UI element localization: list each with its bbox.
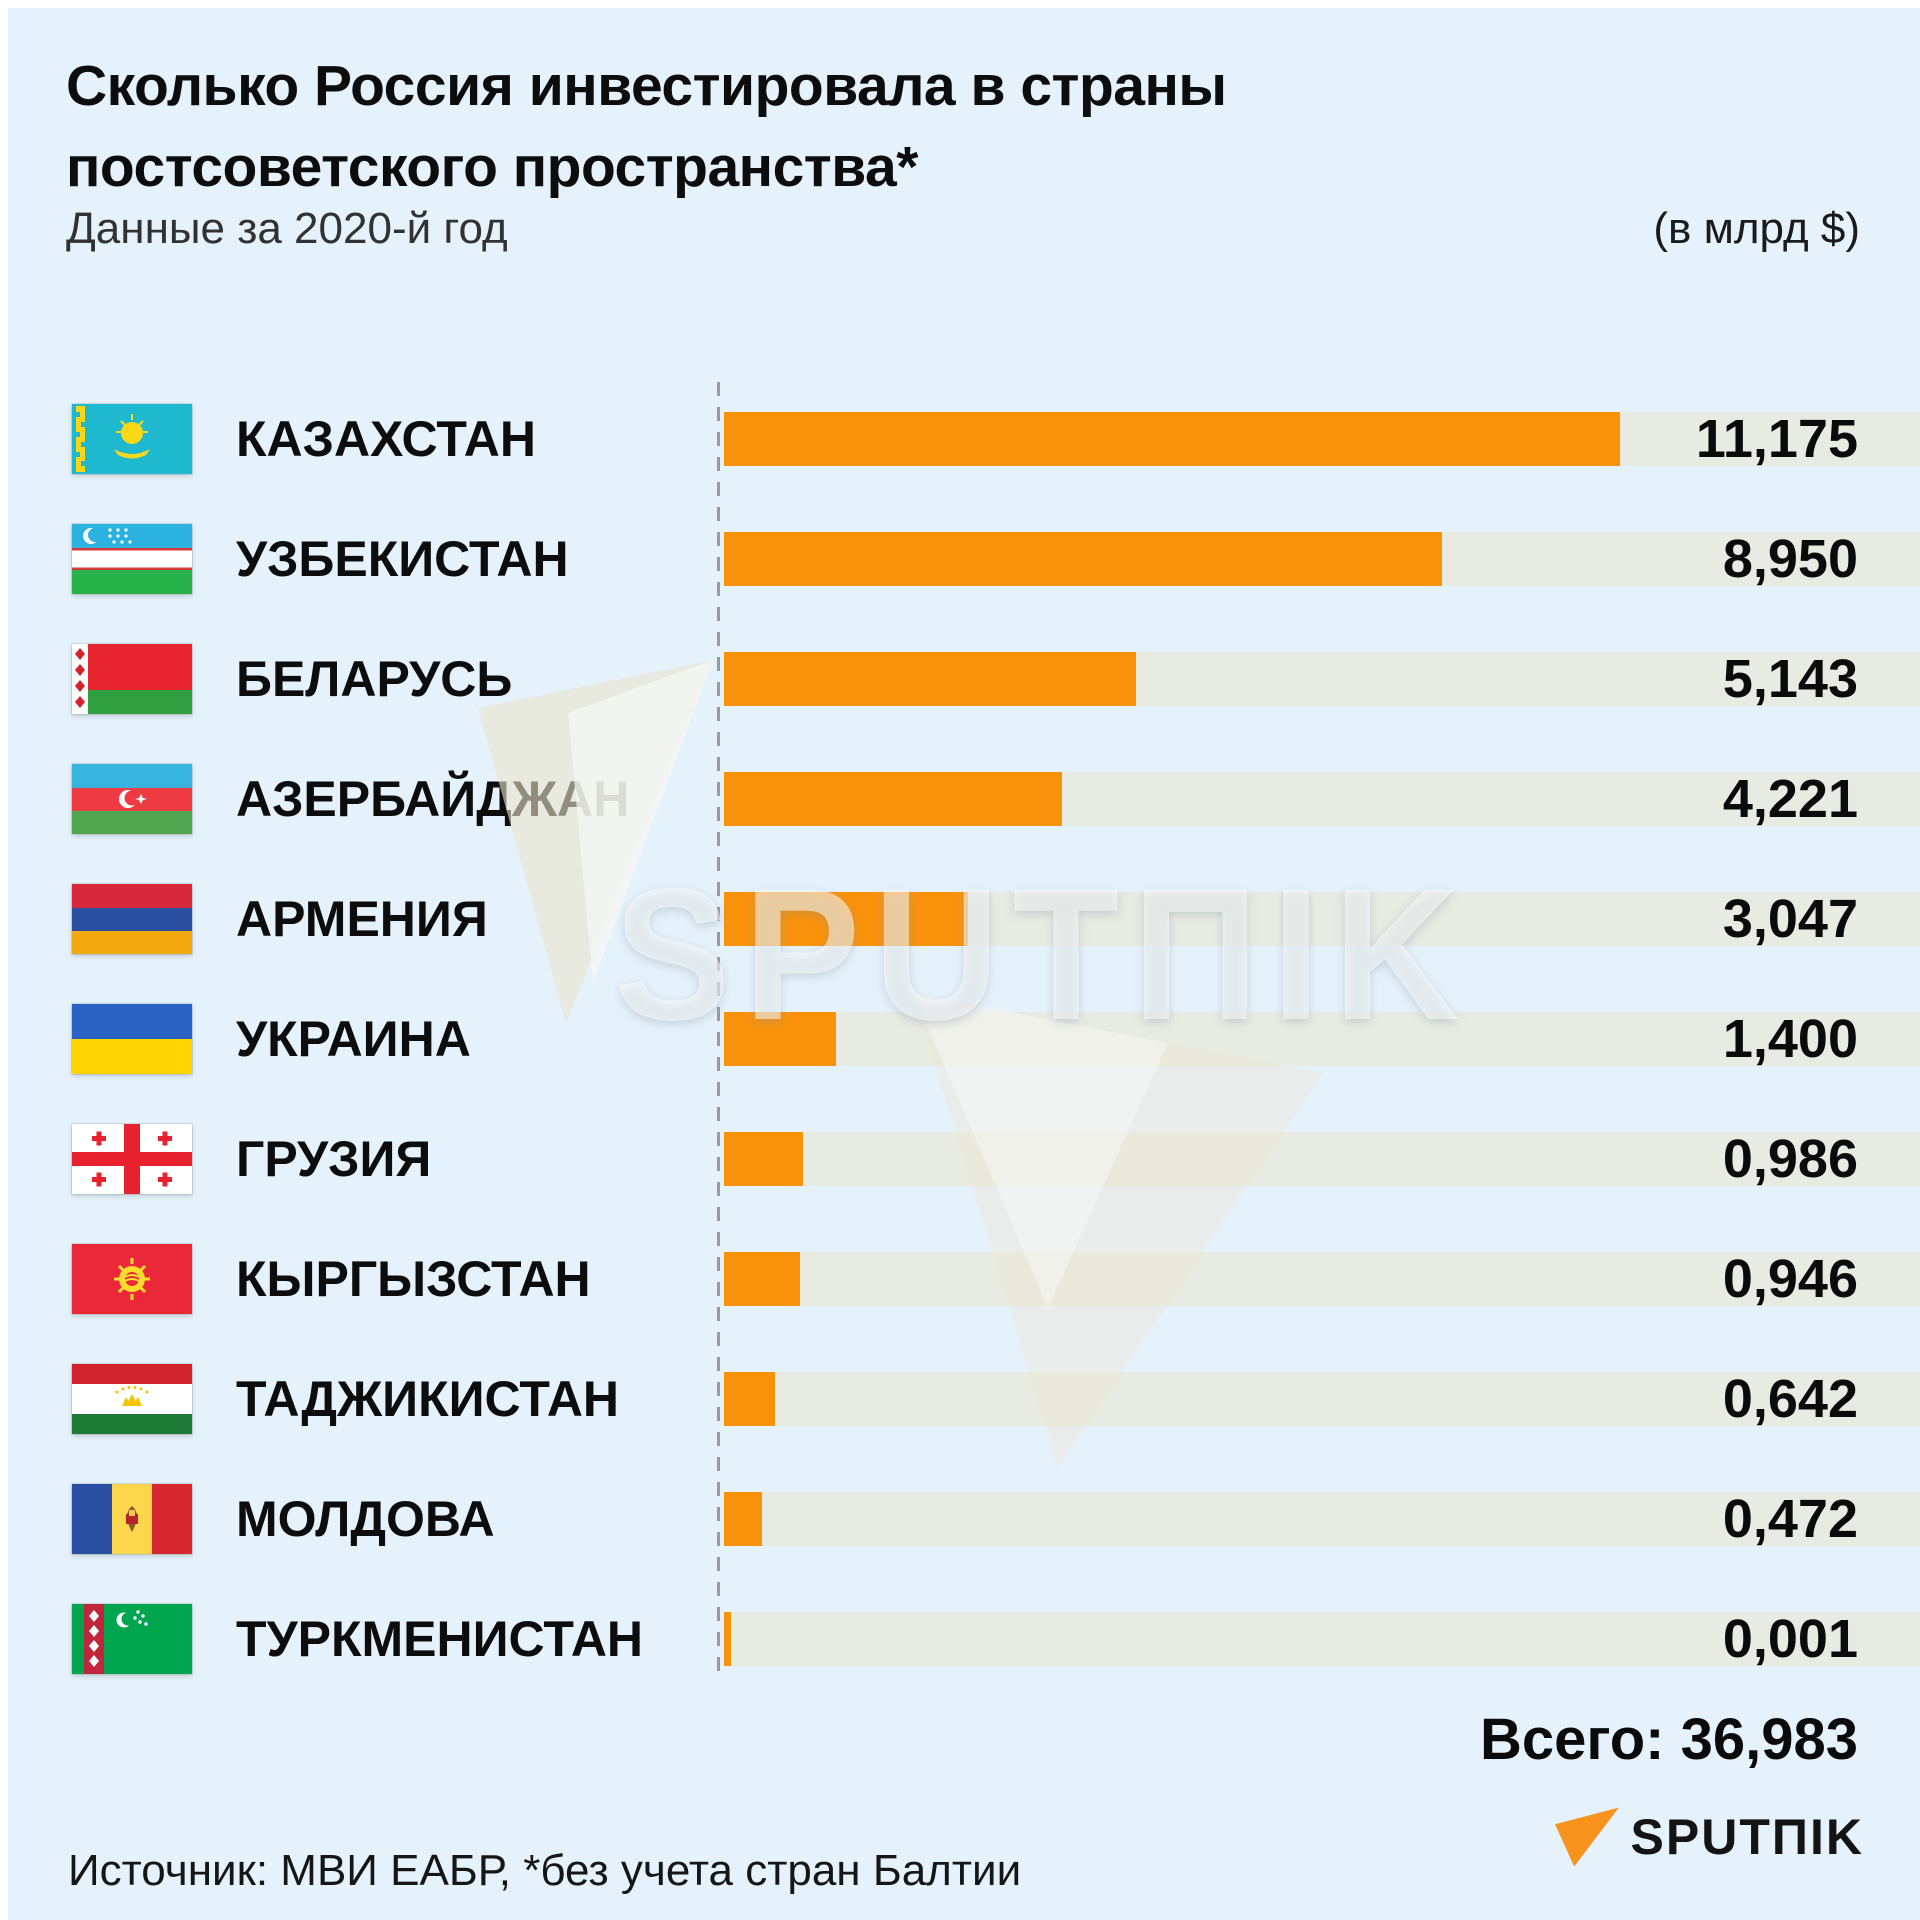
source-note: Источник: МВИ ЕАБР, *без учета стран Бал… [68,1846,1022,1895]
table-row: УЗБЕКИСТАН 8,950 [8,499,1920,619]
flag-armenia-icon [71,883,193,955]
value-bar [724,652,1137,706]
flag-belarus-icon [71,643,193,715]
bar-track [724,1612,1920,1666]
bar-track [724,1492,1920,1546]
value-bar [724,772,1063,826]
value-bar [724,892,969,946]
subtitle: Данные за 2020-й год [66,204,508,253]
sputnik-arrow-icon [1554,1807,1619,1867]
value-label: 4,221 [1722,769,1858,829]
value-label: 5,143 [1722,649,1858,709]
bar-track [724,1132,1920,1186]
table-row: КАЗАХСТАН 11,175 [8,379,1920,499]
bar-track [724,772,1920,826]
value-bar [724,1612,731,1666]
table-row: ТАДЖИКИСТАН 0,642 [8,1339,1920,1459]
bar-track [724,1372,1920,1426]
flag-kazakhstan-icon [71,403,193,475]
country-label: УЗБЕКИСТАН [236,531,569,587]
value-bar [724,412,1620,466]
bar-track [724,412,1920,466]
country-label: ТАДЖИКИСТАН [236,1371,620,1427]
value-bar [724,1252,800,1306]
bar-track [724,532,1920,586]
flag-uzbekistan-icon [71,523,193,595]
sputnik-wordmark: SPUTΠIK [1630,1809,1864,1865]
flag-ukraine-icon [71,1003,193,1075]
table-row: АЗЕРБАЙДЖАН 4,221 [8,739,1920,859]
country-label: АРМЕНИЯ [236,891,488,947]
value-label: 0,946 [1722,1249,1858,1309]
bar-track [724,1252,1920,1306]
table-row: АРМЕНИЯ 3,047 [8,859,1920,979]
zero-baseline [717,382,720,1682]
value-label: 0,472 [1722,1489,1858,1549]
value-label: 0,986 [1722,1129,1858,1189]
total-value: Всего: 36,983 [1479,1707,1858,1772]
bar-track [724,1012,1920,1066]
value-label: 11,175 [1695,409,1858,469]
flag-turkmenistan-icon [71,1603,193,1675]
value-label: 3,047 [1722,889,1858,949]
table-row: УКРАИНА 1,400 [8,979,1920,1099]
country-label: АЗЕРБАЙДЖАН [236,771,630,827]
flag-kyrgyzstan-icon [71,1243,193,1315]
country-label: МОЛДОВА [236,1491,495,1547]
table-row: БЕЛАРУСЬ 5,143 [8,619,1920,739]
bar-track [724,652,1920,706]
country-label: КАЗАХСТАН [236,411,536,467]
page-title: Сколько Россия инвестировала в страны по… [66,54,1227,199]
table-row: МОЛДОВА 0,472 [8,1459,1920,1579]
flag-azerbaijan-icon [71,763,193,835]
country-label: ТУРКМЕНИСТАН [236,1611,644,1667]
country-label: БЕЛАРУСЬ [236,651,513,707]
value-label: 8,950 [1722,529,1858,589]
country-label: ГРУЗИЯ [236,1131,432,1187]
value-label: 0,001 [1722,1609,1858,1669]
value-bar [724,1132,804,1186]
table-row: ГРУЗИЯ 0,986 [8,1099,1920,1219]
bar-track [724,892,1920,946]
bar-chart: КАЗАХСТАН 11,175 УЗБЕКИСТАН 8,950 БЕЛАРУ… [8,379,1920,1699]
value-label: 1,400 [1722,1009,1858,1069]
flag-moldova-icon [71,1483,193,1555]
subtitle-row: Данные за 2020-й год (в млрд $) [66,204,1860,254]
sputnik-logo: SPUTΠIK [1554,1807,1864,1867]
table-row: ТУРКМЕНИСТАН 0,001 [8,1579,1920,1699]
flag-georgia-icon [71,1123,193,1195]
value-bar [724,1492,762,1546]
value-bar [724,532,1442,586]
country-label: УКРАИНА [236,1011,471,1067]
value-bar [724,1012,837,1066]
value-bar [724,1372,776,1426]
table-row: КЫРГЫЗСТАН 0,946 [8,1219,1920,1339]
unit-note: (в млрд $) [1653,204,1860,253]
country-label: КЫРГЫЗСТАН [236,1251,591,1307]
flag-tajikistan-icon [71,1363,193,1435]
value-label: 0,642 [1722,1369,1858,1429]
